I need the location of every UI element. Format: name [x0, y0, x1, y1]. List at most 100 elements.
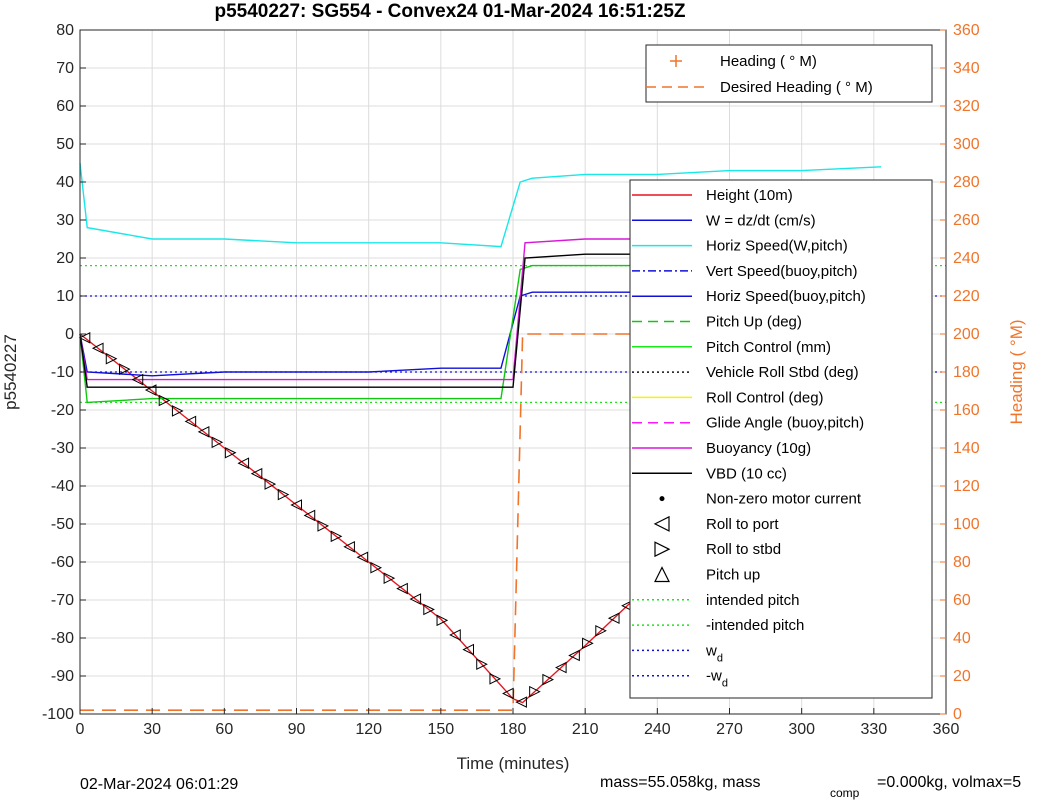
roll-marker	[105, 352, 118, 365]
roll-marker	[554, 661, 567, 674]
legend-label-15: Pitch up	[706, 567, 760, 584]
legend-name: intended pitch	[706, 592, 799, 609]
legend-subscript: d	[717, 652, 723, 664]
y2-tick-label: 20	[953, 668, 971, 685]
legend-name: Pitch Up (deg)	[706, 314, 802, 331]
y2-tick-label: 320	[953, 98, 980, 115]
roll-marker	[119, 363, 131, 375]
roll-marker	[317, 520, 330, 532]
roll-marker	[449, 629, 461, 641]
roll-marker	[330, 530, 343, 543]
y2-tick-label: 220	[953, 288, 980, 305]
roll-marker	[462, 643, 474, 656]
y2-tick-label: 40	[953, 630, 971, 647]
y-tick-label: 30	[56, 212, 74, 229]
y2-tick-label: 140	[953, 440, 980, 457]
x-tick-label: 270	[716, 721, 743, 738]
x-tick-label: 60	[215, 721, 233, 738]
roll-marker	[237, 457, 250, 470]
legend-label-0: Heading ( ° M)	[720, 53, 817, 70]
y-tick-label: -40	[51, 478, 74, 495]
y-tick-label: 80	[56, 22, 74, 39]
y2-tick-label: 300	[953, 136, 980, 153]
roll-marker	[356, 551, 369, 564]
roll-marker	[515, 696, 527, 708]
legend-name: Roll to port	[706, 516, 779, 533]
x-tick-label: 120	[355, 721, 382, 738]
y-tick-label: -70	[51, 592, 74, 609]
y-tick-label: 10	[56, 288, 74, 305]
y2-tick-label: 80	[953, 554, 971, 571]
legend-name: Pitch Control (mm)	[706, 339, 831, 356]
roll-marker	[423, 603, 435, 616]
y2-tick-label: 200	[953, 326, 980, 343]
legend-label-1: Desired Heading ( ° M)	[720, 79, 873, 96]
legend-label-10: Buoyancy (10g)	[706, 440, 811, 457]
roll-marker	[131, 373, 144, 386]
roll-marker	[91, 342, 104, 355]
roll-marker	[489, 673, 502, 685]
y-tick-label: -50	[51, 516, 74, 533]
start-time-label: 02-Mar-2024 06:01:29	[80, 776, 238, 793]
legend-label-11: VBD (10 cc)	[706, 465, 787, 482]
chart-title: p5540227: SG554 - Convex24 01-Mar-2024 1…	[214, 1, 685, 22]
legend-name: Roll Control (deg)	[706, 389, 824, 406]
legend-label-4: Horiz Speed(buoy,pitch)	[706, 288, 866, 305]
y2-tick-label: 260	[953, 212, 980, 229]
y-axis-label: p5540227	[1, 334, 20, 410]
legend-label-9: Glide Angle (buoy,pitch)	[706, 415, 864, 432]
series-line-2	[79, 162, 882, 248]
y2-tick-label: 60	[953, 592, 971, 609]
y-tick-label: 0	[65, 326, 74, 343]
legend-label-19: -wd	[706, 668, 728, 690]
y2-tick-label: 360	[953, 22, 980, 39]
legend-name: w	[705, 642, 717, 659]
mass-label: mass=55.058kg, mass	[600, 774, 761, 791]
x-tick-label: 30	[143, 721, 161, 738]
legend-label-2: Horiz Speed(W,pitch)	[706, 238, 848, 255]
y-tick-label: -80	[51, 630, 74, 647]
x-tick-label: 240	[644, 721, 671, 738]
legend-label-13: Roll to port	[706, 516, 779, 533]
roll-marker	[396, 582, 408, 595]
y-tick-label: 50	[56, 136, 74, 153]
legend-label-3: Vert Speed(buoy,pitch)	[706, 263, 857, 280]
legend-name: -intended pitch	[706, 617, 804, 634]
legend-label-1: W = dz/dt (cm/s)	[706, 212, 816, 229]
roll-marker	[436, 614, 449, 627]
roll-marker	[582, 637, 594, 650]
x-tick-label: 330	[860, 721, 887, 738]
roll-marker	[171, 405, 184, 417]
roll-marker	[290, 499, 302, 511]
legend-name: Glide Angle (buoy,pitch)	[706, 415, 864, 432]
y-tick-label: 60	[56, 98, 74, 115]
legend-sample-14	[654, 541, 671, 558]
legend-name: W = dz/dt (cm/s)	[706, 212, 816, 229]
roll-marker	[476, 658, 488, 671]
roll-marker	[303, 509, 316, 522]
legend-label-17: -intended pitch	[706, 617, 804, 634]
legend-name: VBD (10 cc)	[706, 465, 787, 482]
legend-name: Roll to stbd	[706, 541, 781, 558]
legend-label-5: Pitch Up (deg)	[706, 314, 802, 331]
x-tick-label: 0	[76, 721, 85, 738]
legend-name: Horiz Speed(W,pitch)	[706, 238, 848, 255]
legend-label-12: Non-zero motor current	[706, 491, 862, 508]
y2-tick-label: 340	[953, 60, 980, 77]
legend-label-18: wd	[705, 642, 723, 664]
legend-name: Heading ( ° M)	[720, 53, 817, 70]
legend-label-0: Height (10m)	[706, 187, 793, 204]
mass-comp-subscript: comp	[830, 786, 860, 800]
roll-marker	[343, 540, 355, 553]
y2-axis-label: Heading ( °M)	[1007, 319, 1026, 424]
legend-label-8: Roll Control (deg)	[706, 389, 824, 406]
roll-marker	[529, 685, 541, 698]
roll-marker	[224, 446, 237, 459]
y-tick-label: -100	[42, 706, 74, 723]
series-line-6	[80, 333, 882, 712]
legend-name: Height (10m)	[706, 187, 793, 204]
y2-tick-label: 100	[953, 516, 980, 533]
x-tick-label: 180	[500, 721, 527, 738]
y-tick-label: 20	[56, 250, 74, 267]
legend-label-7: Vehicle Roll Stbd (deg)	[706, 364, 859, 381]
